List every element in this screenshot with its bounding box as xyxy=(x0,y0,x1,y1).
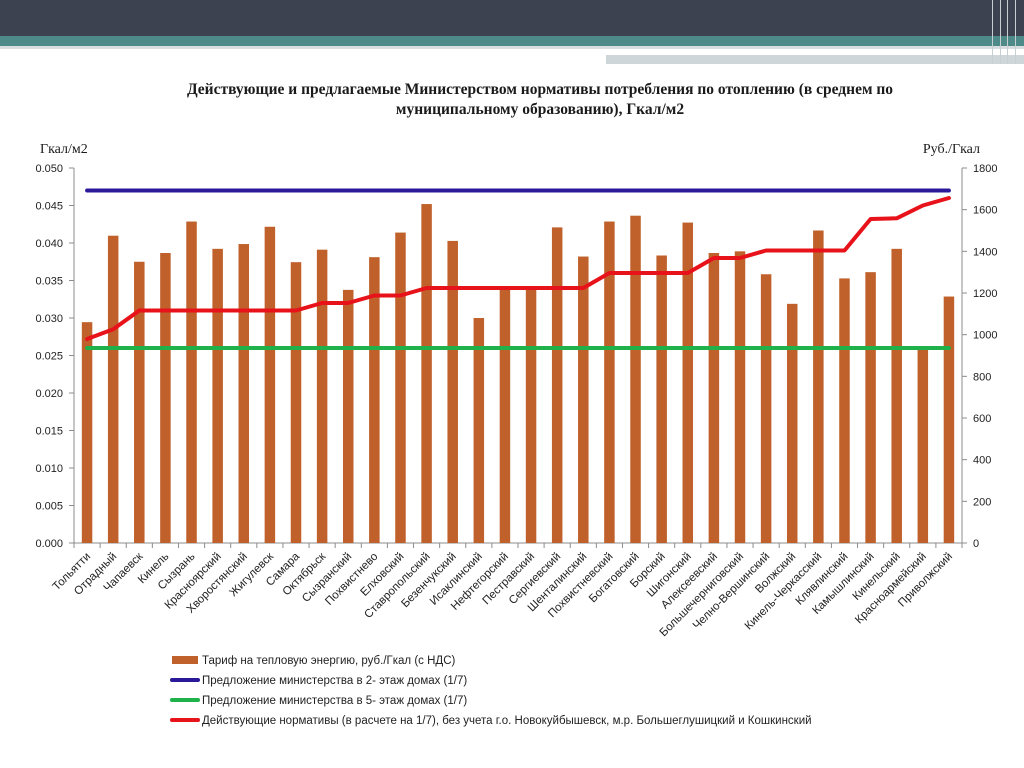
bar xyxy=(369,257,380,543)
header-band-dark xyxy=(0,0,1024,36)
right-tick-label: 400 xyxy=(973,455,991,467)
legend-label: Предложение министерства в 5- этаж домах… xyxy=(202,695,467,707)
left-tick-label: 0.025 xyxy=(35,351,63,363)
bar xyxy=(630,215,641,544)
left-tick-label: 0.050 xyxy=(35,163,63,175)
right-tick-label: 200 xyxy=(973,496,991,508)
bar xyxy=(786,303,798,543)
right-tick-label: 600 xyxy=(973,413,991,425)
right-tick-label: 1800 xyxy=(973,163,997,175)
bar xyxy=(551,227,563,543)
bar xyxy=(264,226,276,543)
right-tick-label: 1400 xyxy=(973,246,997,258)
left-tick-label: 0.010 xyxy=(35,463,63,475)
bar xyxy=(656,255,667,543)
chart-title: Действующие и предлагаемые Министерством… xyxy=(100,80,980,120)
bar xyxy=(525,288,537,543)
bar xyxy=(316,249,328,543)
right-tick-label: 1200 xyxy=(973,288,997,300)
left-tick-label: 0.005 xyxy=(35,501,63,513)
legend-swatch xyxy=(172,656,198,664)
header-strip xyxy=(606,55,1024,64)
bar xyxy=(708,253,720,543)
right-tick-label: 1000 xyxy=(973,330,997,342)
legend-label: Тариф на тепловую энергию, руб./Гкал (с … xyxy=(202,655,455,667)
bar xyxy=(421,204,432,543)
right-tick-label: 1600 xyxy=(973,205,997,217)
right-tick-label: 800 xyxy=(973,371,991,383)
header-divider xyxy=(1015,0,1016,64)
header-band-light xyxy=(0,46,1024,49)
bar xyxy=(160,253,171,543)
header-divider xyxy=(1007,0,1008,64)
bar xyxy=(134,261,145,543)
bar xyxy=(839,278,850,543)
bar xyxy=(290,262,302,543)
chart-title-line2: муниципальному образованию), Гкал/м2 xyxy=(395,101,685,118)
left-tick-label: 0.000 xyxy=(35,538,63,550)
bar xyxy=(734,251,746,544)
right-axis-unit: Руб./Гкал xyxy=(922,142,980,157)
left-tick-label: 0.020 xyxy=(35,388,63,400)
bar xyxy=(499,288,511,543)
right-tick-label: 0 xyxy=(973,538,979,550)
bar xyxy=(186,221,197,543)
left-tick-label: 0.015 xyxy=(35,426,63,438)
left-tick-label: 0.045 xyxy=(35,201,63,213)
left-tick-label: 0.035 xyxy=(35,276,63,288)
bar xyxy=(107,235,119,544)
left-tick-label: 0.040 xyxy=(35,238,63,250)
bar xyxy=(473,318,485,543)
bar xyxy=(604,221,615,543)
bar xyxy=(447,240,458,543)
bar xyxy=(813,230,824,543)
bar xyxy=(917,349,929,543)
legend-label: Предложение министерства в 2- этаж домах… xyxy=(202,675,467,687)
bar xyxy=(891,248,902,544)
series-line xyxy=(85,196,951,341)
bar xyxy=(943,296,955,543)
left-axis-unit: Гкал/м2 xyxy=(40,142,88,157)
bar xyxy=(760,274,772,543)
bar xyxy=(578,256,589,543)
header-band-teal xyxy=(0,36,1024,46)
bar xyxy=(238,244,250,543)
header-divider xyxy=(1000,0,1001,64)
header-divider xyxy=(992,0,993,64)
bar xyxy=(682,222,694,544)
bar xyxy=(212,248,223,544)
left-tick-label: 0.030 xyxy=(35,313,63,325)
bar xyxy=(342,289,354,543)
legend-label: Действующие нормативы (в расчете на 1/7)… xyxy=(202,715,812,727)
chart-title-line1: Действующие и предлагаемые Министерством… xyxy=(186,81,894,98)
bar xyxy=(81,322,93,543)
bar xyxy=(395,232,406,544)
bar xyxy=(865,272,876,543)
